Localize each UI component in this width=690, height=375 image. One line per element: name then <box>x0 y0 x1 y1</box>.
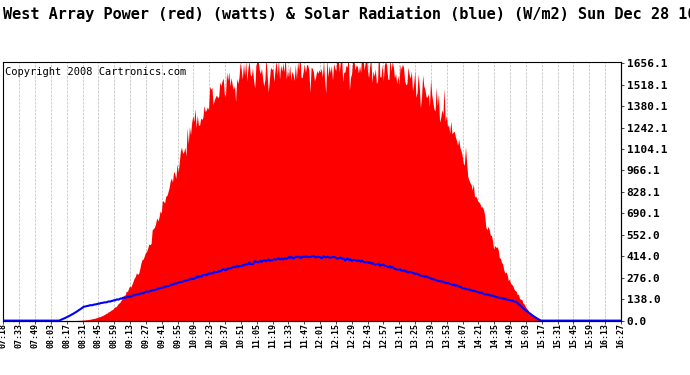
Text: West Array Power (red) (watts) & Solar Radiation (blue) (W/m2) Sun Dec 28 16:31: West Array Power (red) (watts) & Solar R… <box>3 6 690 22</box>
Text: Copyright 2008 Cartronics.com: Copyright 2008 Cartronics.com <box>5 67 186 77</box>
